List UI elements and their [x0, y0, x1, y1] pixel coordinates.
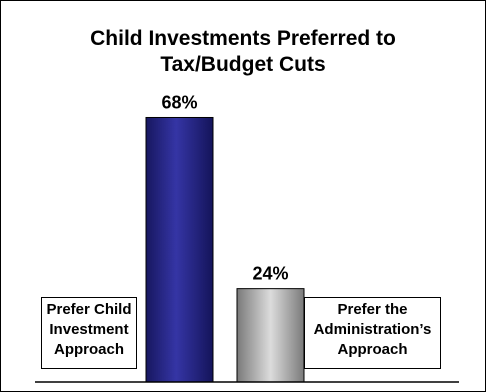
chart-title-line-1: Child Investments Preferred to — [90, 27, 396, 50]
bar-child-investment — [145, 116, 214, 383]
category-label-line: Administration’s — [313, 321, 432, 338]
category-label-line: Prefer Child — [46, 301, 132, 318]
chart-title-line-2: Tax/Budget Cuts — [160, 53, 325, 76]
category-label-line: Approach — [337, 341, 408, 358]
bar-administration — [236, 288, 305, 383]
category-label-administration: Prefer the Administration’s Approach — [304, 297, 441, 369]
category-label-child-investment: Prefer Child Investment Approach — [41, 297, 137, 369]
category-label-line: Approach — [53, 341, 124, 358]
category-label-line: Prefer the — [337, 301, 408, 318]
value-label-child-investment: 68% — [161, 92, 197, 112]
category-label-line: Investment — [49, 321, 129, 338]
value-label-administration: 24% — [252, 264, 288, 284]
